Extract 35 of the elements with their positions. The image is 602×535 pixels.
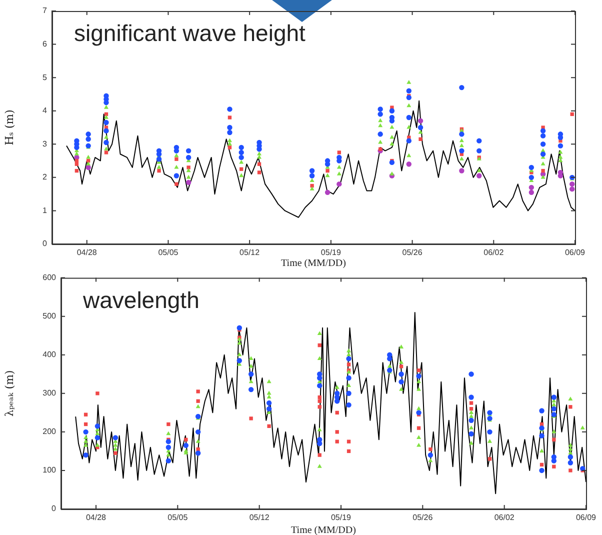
y-tick-label: 400 <box>42 350 57 360</box>
x-tick-label: 04/28 <box>86 513 107 522</box>
y-axis-title: Hₛ (m) <box>3 110 16 146</box>
y-tick-label: 500 <box>42 312 57 321</box>
y-tick-label: 5 <box>42 72 48 82</box>
x-tick-label: 05/05 <box>168 513 188 522</box>
x-axis-title: Time (MM/DD) <box>291 525 356 535</box>
y-tick-label: 100 <box>42 466 57 475</box>
y-tick-label: 6 <box>42 39 48 48</box>
x-tick-label: 05/12 <box>240 248 260 258</box>
y-tick-label: 1 <box>42 206 48 215</box>
x-tick-label: 05/19 <box>330 513 352 522</box>
x-tick-label: 06/02 <box>484 248 504 258</box>
y-tick-label: 2 <box>42 172 48 182</box>
x-tick-label: 05/26 <box>402 248 423 258</box>
chart-title: wavelength <box>82 286 200 313</box>
y-tick-label: 7 <box>42 6 48 16</box>
x-tick-label: 04/28 <box>76 248 98 258</box>
x-tick-label: 06/09 <box>564 248 586 258</box>
x-axis-title: Time (MM/DD) <box>281 258 346 269</box>
x-tick-label: 06/09 <box>576 513 597 522</box>
chart-title: significant wave height <box>74 20 306 46</box>
y-tick-label: 300 <box>42 388 57 398</box>
y-tick-label: 0 <box>42 239 48 248</box>
x-tick-label: 05/12 <box>249 513 270 522</box>
x-tick-label: 05/05 <box>158 248 179 258</box>
y-tick-label: 600 <box>42 273 57 282</box>
y-tick-label: 200 <box>42 427 57 436</box>
x-tick-label: 05/19 <box>320 248 342 258</box>
y-tick-label: 4 <box>42 106 48 116</box>
y-axis-title: λₚₑₐₖ (m) <box>3 370 16 417</box>
x-tick-label: 06/02 <box>494 513 515 522</box>
x-tick-label: 05/26 <box>412 513 434 522</box>
y-tick-label: 3 <box>42 139 48 148</box>
y-tick-label: 0 <box>52 504 57 514</box>
